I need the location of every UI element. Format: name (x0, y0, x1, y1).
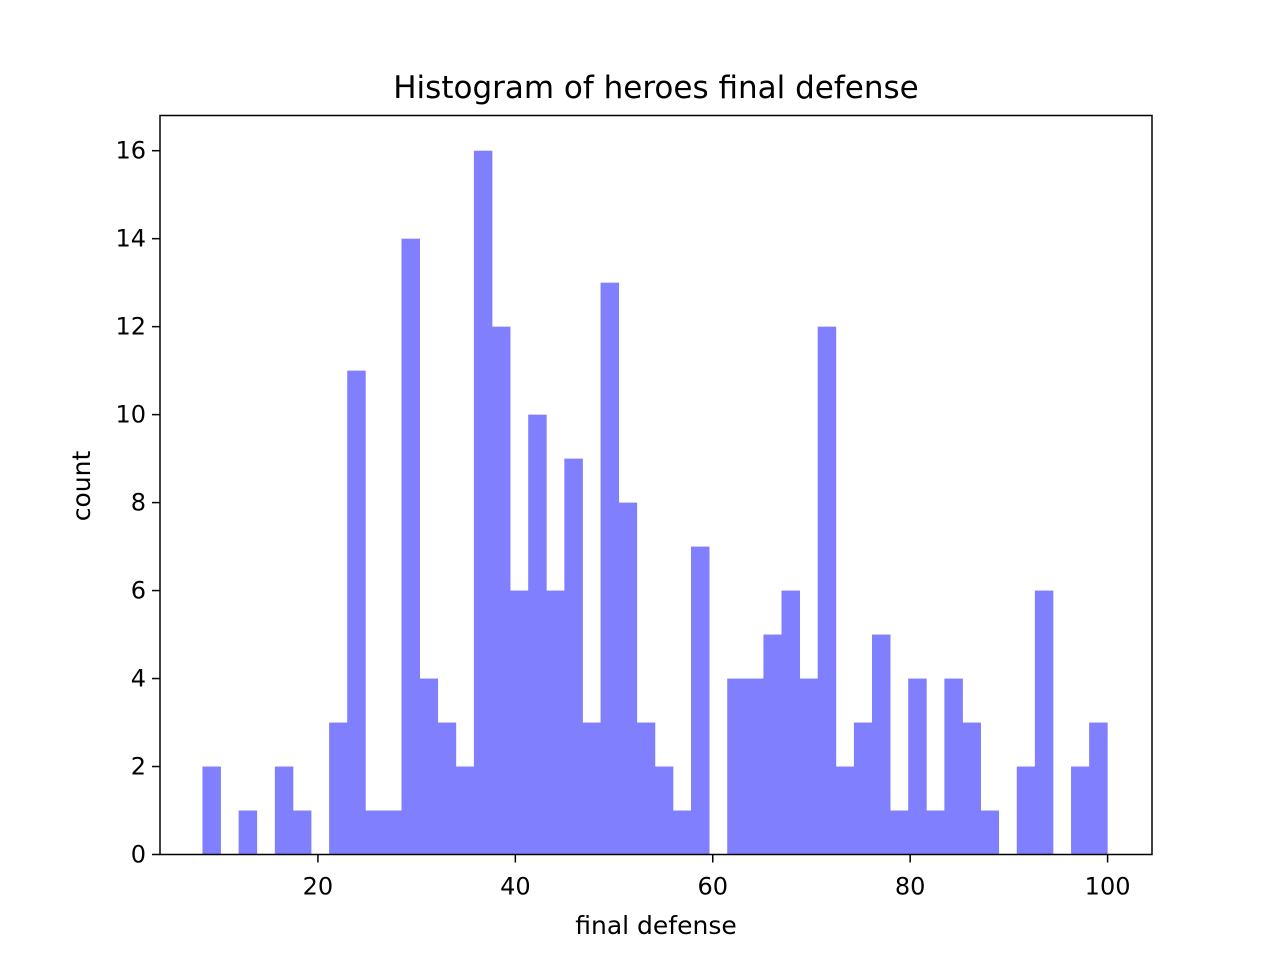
histogram-bar (781, 590, 801, 855)
histogram-bar (962, 722, 981, 855)
x-tick-label: 80 (895, 873, 926, 901)
histogram-bar (419, 678, 439, 855)
histogram-bar (1034, 590, 1054, 855)
y-axis-ticks: 0 2 4 6 8 10 12 14 16 (115, 137, 160, 869)
y-tick-label: 14 (115, 225, 146, 253)
histogram-bar (491, 326, 511, 855)
y-tick-label: 16 (115, 137, 146, 165)
histogram-bar (908, 678, 927, 855)
x-axis-label: final defense (575, 911, 737, 940)
histogram-bar (528, 414, 547, 855)
histogram-bar (292, 810, 312, 855)
histogram-bar (926, 810, 945, 855)
histogram-bar (274, 766, 294, 855)
histogram-bar (745, 678, 764, 855)
histogram-bar (510, 590, 529, 855)
histogram-bar (636, 722, 656, 855)
x-tick-label: 60 (697, 873, 728, 901)
histogram-bar (853, 722, 873, 855)
histogram-bar (1071, 766, 1090, 855)
y-tick-label: 0 (131, 841, 146, 869)
plot-frame (159, 114, 1153, 856)
histogram-bar (672, 810, 692, 855)
y-tick-label: 12 (115, 313, 146, 341)
histogram-bar (600, 282, 620, 855)
histogram-bar (347, 370, 366, 855)
histogram-bar (691, 546, 710, 855)
histogram-bar (799, 678, 819, 855)
y-tick-label: 6 (131, 577, 146, 605)
histogram-bar (727, 678, 746, 855)
histogram-bar (582, 722, 601, 855)
y-tick-label: 2 (131, 753, 146, 781)
histogram-bar (546, 590, 565, 855)
y-tick-label: 8 (131, 489, 146, 517)
histogram-bar (944, 678, 963, 855)
x-tick-label: 100 (1085, 873, 1131, 901)
histogram-bars (202, 150, 1108, 855)
histogram-bar (618, 502, 638, 855)
x-tick-label: 20 (303, 873, 334, 901)
y-tick-label: 10 (115, 401, 146, 429)
histogram-bar (835, 766, 855, 855)
x-tick-label: 40 (500, 873, 531, 901)
histogram-bar (890, 810, 909, 855)
histogram-bar (401, 238, 420, 855)
histogram-bar (329, 722, 348, 855)
histogram-bar (654, 766, 674, 855)
histogram-bar (564, 458, 583, 855)
histogram-bar (437, 722, 457, 855)
histogram-bar (871, 634, 891, 855)
chart-title: Histogram of heroes final defense (393, 70, 918, 106)
histogram-bar (365, 810, 384, 855)
histogram-bar (980, 810, 1000, 855)
histogram-bar (238, 810, 258, 855)
y-axis-label: count (67, 451, 96, 522)
histogram-bar (473, 150, 493, 855)
histogram-bar (1089, 722, 1108, 855)
histogram-bar (1016, 766, 1036, 855)
histogram-bar (202, 766, 221, 855)
x-axis-ticks: 20 40 60 80 100 (303, 854, 1131, 901)
histogram-bar (763, 634, 782, 855)
histogram-bar (383, 810, 402, 855)
y-tick-label: 4 (131, 665, 146, 693)
histogram-bar (455, 766, 475, 855)
histogram-bar (817, 326, 837, 855)
